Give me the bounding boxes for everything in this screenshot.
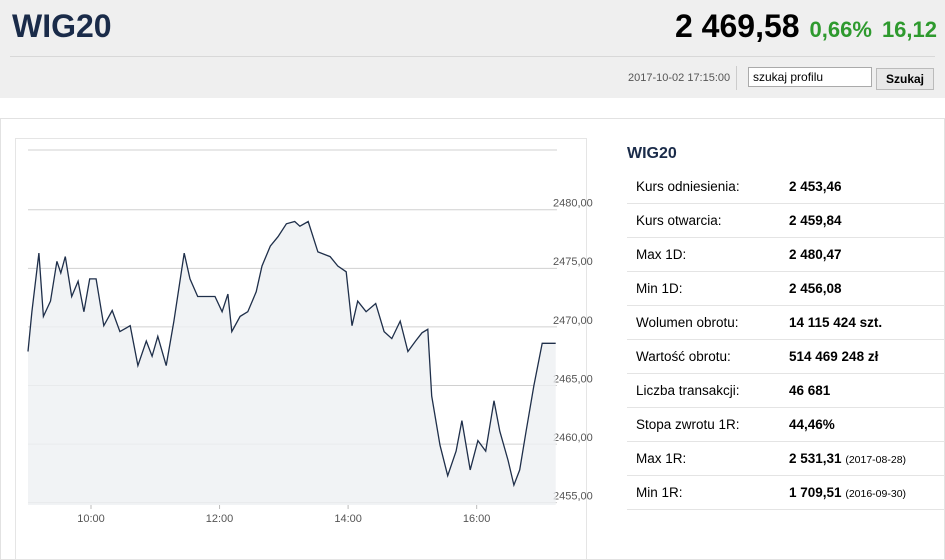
value: 46 681 [789,383,831,398]
header-bar: WIG20 2 469,58 0,66% 16,12 2017-10-02 17:1… [0,0,945,98]
date-note: (2017-08-28) [845,454,907,466]
y-tick-label: 2470,00 [553,315,593,327]
value: 2 531,31 [789,451,842,466]
label: Wartość obrotu: [636,349,731,364]
table-row: Wartość obrotu: 514 469 248 zł [627,339,945,374]
search-button[interactable]: Szukaj [876,68,934,90]
y-tick-label: 2455,00 [553,491,593,503]
label: Max 1R: [636,451,687,466]
table-row: Wolumen obrotu: 14 115 424 szt. [627,305,945,340]
x-tick-label: 10:00 [77,513,105,525]
separator [736,66,737,90]
row-label: Wartość obrotu: [627,339,789,374]
y-tick-label: 2460,00 [553,432,593,444]
value: 2 453,46 [789,179,842,194]
area [28,221,556,505]
row-label: Liczba transakcji: [627,373,789,408]
label: Min 1D: [636,281,683,296]
row-label: Stopa zwrotu 1R: [627,407,789,442]
table-row: Max 1D: 2 480,47 [627,237,945,272]
row-value: 2 480,47 [789,237,945,272]
search-input[interactable]: szukaj profilu [748,67,872,87]
table-row: Kurs odniesienia: 2 453,46 [627,170,945,204]
datetime: 2017-10-02 17:15:00 [628,72,731,84]
label: Min 1R: [636,485,683,500]
y-tick-label: 2465,00 [553,373,593,385]
table-row: Kurs otwarcia: 2 459,84 [627,203,945,238]
row-value: 46 681 [789,373,945,408]
change-pct: 0,66% [809,17,872,42]
quote: 2 469,58 0,66% 16,12 [665,8,937,45]
table-title: WIG20 [627,145,677,162]
row-value: 2 531,31 (2017-08-28) [789,441,945,476]
row-label: Max 1R: [627,441,789,476]
table-row: Min 1D: 2 456,08 [627,271,945,306]
separator [10,56,935,57]
row-label: Kurs odniesienia: [627,170,789,204]
x-tick-label: 16:00 [463,513,491,525]
value: 2 480,47 [789,247,842,262]
row-label: Wolumen obrotu: [627,305,789,340]
price-line [27,220,556,488]
row-value: 1 709,51 (2016-09-30) [789,475,945,510]
table-row: Stopa zwrotu 1R: 44,46% [627,407,945,442]
y-tick-label: 2480,00 [553,198,593,210]
x-tick-label: 12:00 [206,513,234,525]
stats-table: Kurs odniesienia: 2 453,46 Kurs otwarcia: 2… [627,170,945,510]
table-row: Liczba transakcji: 46 681 [627,373,945,408]
label: Kurs odniesienia: [636,179,740,194]
table-row: Min 1R: 1 709,51 (2016-09-30) [627,475,945,510]
label: Wolumen obrotu: [636,315,739,330]
row-label: Min 1R: [627,475,789,510]
row-value: 2 456,08 [789,271,945,306]
value: 514 469 248 zł [789,349,879,364]
row-label: Max 1D: [627,237,789,272]
index-title: WIG20 [12,8,112,44]
value: 2 456,08 [789,281,842,296]
x-tick-label: 14:00 [334,513,362,525]
row-label: Min 1D: [627,271,789,306]
value: 2 459,84 [789,213,842,228]
label: Stopa zwrotu 1R: [636,417,740,432]
row-value: 514 469 248 zł [789,339,945,374]
table-row: Max 1R: 2 531,31 (2017-08-28) [627,441,945,476]
row-value: 44,46% [789,407,945,442]
value: 1 709,51 [789,485,842,500]
label: Kurs otwarcia: [636,213,722,228]
value: 14 115 424 szt. [789,315,883,330]
label: Liczba transakcji: [636,383,740,398]
chart: 2455,00 2460,00 2465,00 2470,00 2475,00 2480,… [27,149,593,525]
row-label: Kurs otwarcia: [627,203,789,238]
row-value: 2 453,46 [789,170,945,204]
y-tick-label: 2475,00 [553,256,593,268]
value: 44,46% [789,417,835,432]
price: 2 469,58 [674,8,800,44]
date-note: (2016-09-30) [845,488,907,500]
row-value: 2 459,84 [789,203,945,238]
label: Max 1D: [636,247,687,262]
change-abs: 16,12 [881,17,937,42]
row-value: 14 115 424 szt. [789,305,945,340]
